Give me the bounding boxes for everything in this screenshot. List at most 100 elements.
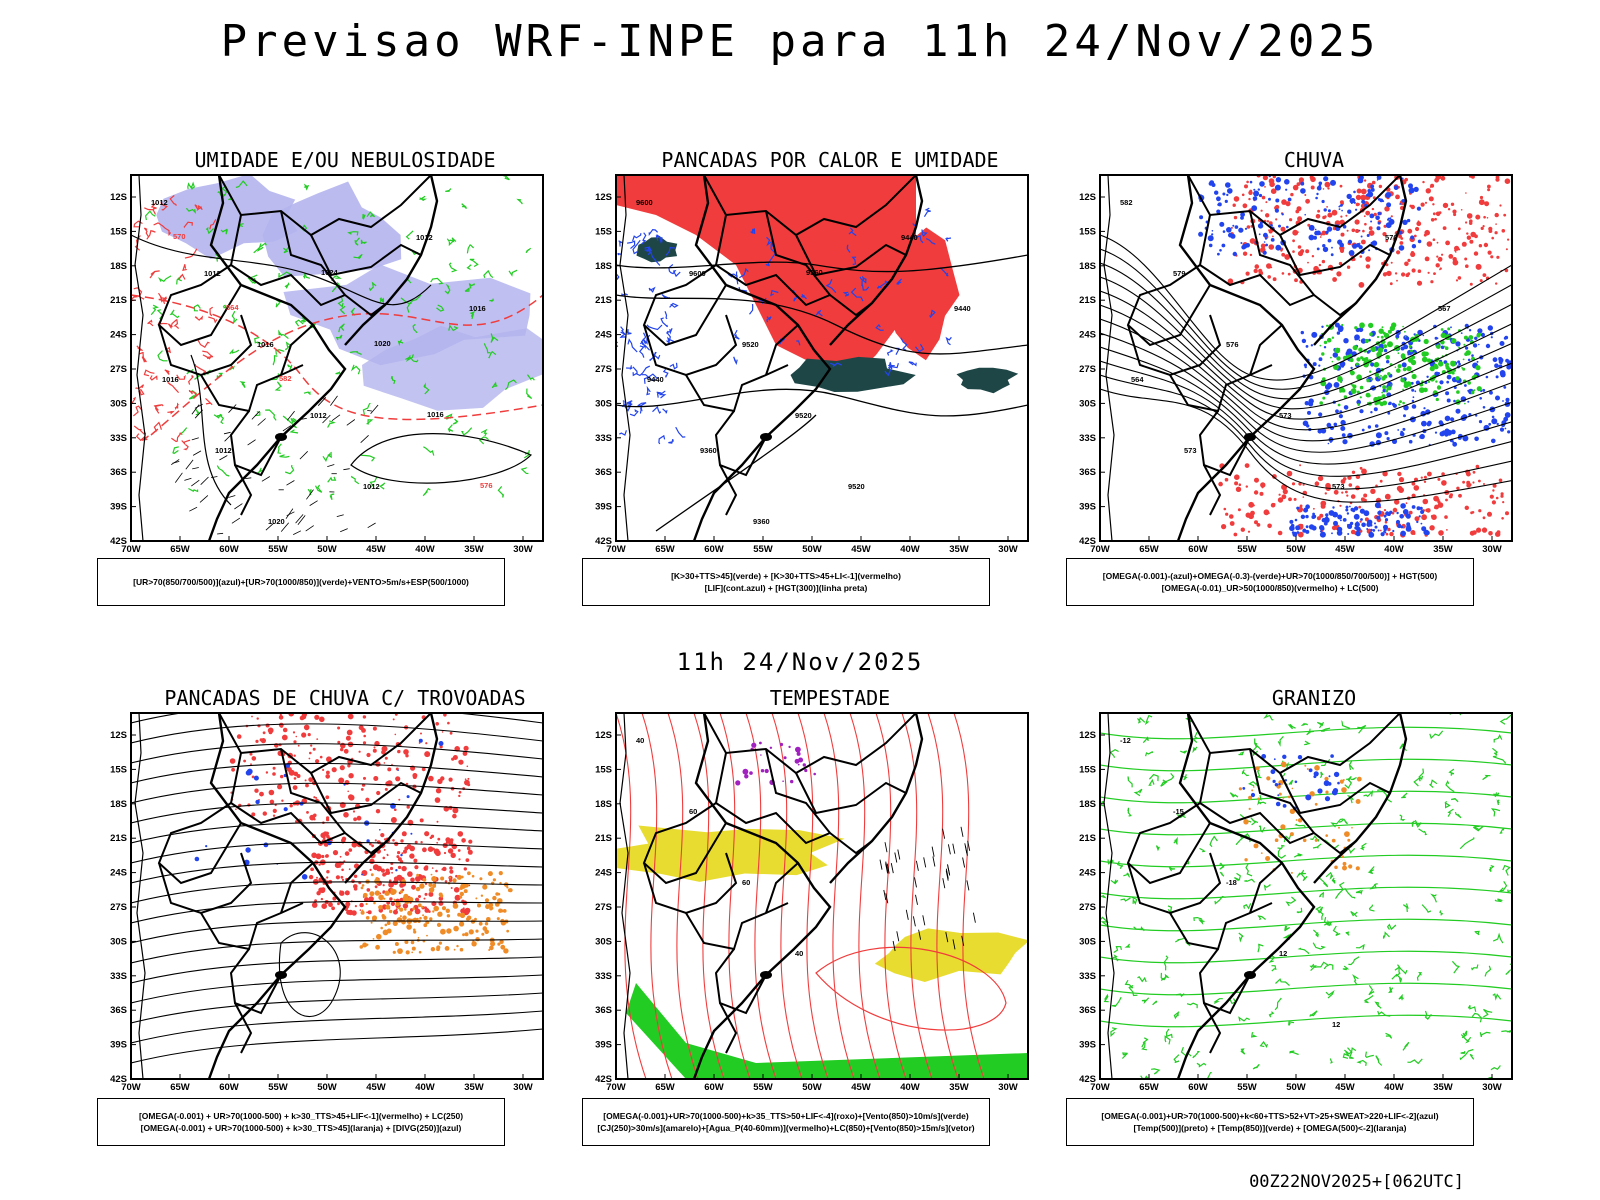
severe-purple-cell (813, 772, 816, 776)
humidity-green-contour (216, 372, 223, 380)
storm-red-cell (363, 734, 366, 738)
storm-orange-cell (396, 917, 403, 923)
rain-red-cell (1398, 477, 1405, 483)
lifted-index-contour (652, 405, 662, 414)
rain-blue-cell (1316, 247, 1320, 251)
lifted-index-contour (738, 267, 749, 279)
temp-850-green-contour (1219, 862, 1225, 870)
storm-orange-cell (503, 948, 509, 954)
humidity-green-contour (526, 388, 533, 400)
rain-blue-cell (1388, 402, 1391, 406)
storm-orange-cell (453, 948, 456, 951)
rain-red-cell (1444, 515, 1448, 519)
storm-orange-cell (463, 883, 469, 888)
storm-orange-cell (374, 878, 380, 884)
storm-red-cell (251, 775, 255, 779)
rain-blue-cell (1489, 423, 1491, 425)
rain-red-cell (1426, 241, 1433, 247)
contour-label: 576 (480, 481, 493, 490)
lon-tick-label: 55W (268, 544, 288, 555)
rain-red-cell (1385, 239, 1389, 243)
lifted-index-contour (647, 251, 661, 266)
contour-label: 12 (1332, 1020, 1340, 1029)
storm-red-cell (311, 852, 317, 859)
rain-red-cell (1435, 175, 1442, 180)
contour-label: 582 (1120, 198, 1133, 207)
precipitable-water-contour (901, 713, 933, 1079)
storm-orange-cell (467, 871, 471, 876)
lat-tick-label: 42S (110, 1074, 127, 1085)
rain-red-cell (1305, 198, 1310, 204)
state-border (1279, 234, 1391, 277)
omega-orange-cell (1289, 808, 1296, 814)
rain-blue-cell (1411, 505, 1416, 509)
wind-vector (894, 852, 898, 863)
humidity-green-contour (339, 305, 346, 315)
legend-line: [CJ(250)>30m/s](amarelo)+[Agua_P(40-60mm… (597, 1123, 975, 1133)
streamline (1100, 388, 1512, 503)
rain-red-cell (1500, 492, 1504, 496)
rain-red-cell (1469, 239, 1474, 244)
storm-orange-cell (413, 930, 417, 934)
rain-red-cell (1281, 199, 1287, 205)
lifted-index-contour (640, 332, 647, 345)
storm-orange-cell (459, 891, 464, 897)
rain-green-cell (1323, 340, 1328, 345)
storm-orange-cell (378, 894, 384, 901)
rain-blue-cell (1257, 188, 1260, 191)
storm-red-cell (444, 880, 448, 883)
storm-red-cell (369, 868, 372, 871)
storm-red-cell (313, 796, 316, 799)
lon-tick-label: 35W (464, 544, 484, 555)
rain-blue-cell (1331, 246, 1333, 249)
hail-blue-cell (1282, 754, 1287, 759)
wind-vector (923, 857, 927, 868)
temp-850-green-contour (1312, 942, 1326, 950)
rain-blue-cell (1240, 212, 1245, 217)
rain-blue-cell (1406, 522, 1411, 527)
wind-vector (286, 480, 295, 486)
rain-blue-cell (1354, 526, 1358, 530)
storm-orange-cell (422, 877, 427, 882)
rain-blue-cell (1485, 343, 1491, 349)
divergence-blue-cell (400, 853, 403, 857)
storm-orange-cell (386, 928, 392, 934)
rain-green-cell (1427, 380, 1431, 383)
wind-vector (217, 532, 224, 535)
state-border (310, 234, 422, 277)
rain-green-cell (1382, 385, 1387, 390)
wind-vector (306, 489, 314, 500)
lat-tick-label: 36S (595, 1005, 612, 1016)
thickness-red-contour (141, 356, 147, 363)
rain-green-cell (1397, 352, 1400, 355)
lon-tick-label: 65W (1139, 544, 1159, 555)
rain-blue-cell (1477, 328, 1483, 334)
rain-red-cell (1292, 229, 1299, 236)
temp-850-green-contour (1345, 931, 1350, 936)
lon-tick-label: 30W (1482, 544, 1502, 555)
humidity-green-contour (445, 188, 452, 192)
hail-blue-cell (1242, 787, 1246, 790)
temp-850-green-contour (1100, 1014, 1512, 1028)
map-frame: 9600960095209520952094409440944093609360… (595, 174, 1029, 555)
map-content (131, 713, 543, 1079)
lifted-index-contour (637, 405, 643, 414)
thickness-red-contour (167, 319, 178, 330)
storm-red-cell (448, 777, 453, 782)
rain-blue-cell (1376, 515, 1381, 520)
rain-red-cell (1268, 244, 1275, 250)
rain-red-cell (1350, 494, 1356, 499)
storm-orange-cell (480, 894, 484, 897)
storm-red-cell (231, 767, 235, 772)
lat-tick-label: 39S (1079, 1040, 1096, 1051)
thickness-red-contour (136, 345, 143, 352)
rain-red-cell (1478, 244, 1483, 248)
temp-850-green-contour (1492, 747, 1499, 756)
rain-blue-cell (1498, 356, 1503, 361)
storm-red-cell (340, 875, 344, 879)
rain-green-cell (1385, 355, 1390, 360)
storm-red-cell (412, 773, 418, 778)
rain-red-cell (1438, 530, 1444, 536)
storm-red-cell (441, 731, 444, 733)
lifted-index-contour (656, 391, 662, 398)
